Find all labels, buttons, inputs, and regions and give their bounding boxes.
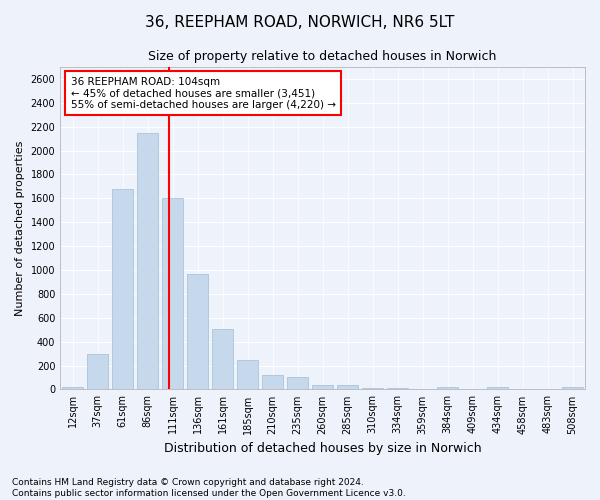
Text: 36, REEPHAM ROAD, NORWICH, NR6 5LT: 36, REEPHAM ROAD, NORWICH, NR6 5LT	[145, 15, 455, 30]
Text: 36 REEPHAM ROAD: 104sqm
← 45% of detached houses are smaller (3,451)
55% of semi: 36 REEPHAM ROAD: 104sqm ← 45% of detache…	[71, 76, 335, 110]
Bar	[387, 388, 408, 390]
Bar	[62, 387, 83, 390]
Bar	[537, 389, 558, 390]
Bar	[287, 378, 308, 390]
Y-axis label: Number of detached properties: Number of detached properties	[15, 140, 25, 316]
Bar	[212, 328, 233, 390]
Bar	[462, 389, 483, 390]
Bar	[487, 387, 508, 390]
Bar	[162, 198, 183, 390]
Bar	[562, 387, 583, 390]
Bar	[362, 388, 383, 390]
Bar	[412, 389, 433, 390]
Bar	[262, 375, 283, 390]
X-axis label: Distribution of detached houses by size in Norwich: Distribution of detached houses by size …	[164, 442, 481, 455]
Bar	[137, 132, 158, 390]
Bar	[237, 360, 258, 390]
Text: Contains HM Land Registry data © Crown copyright and database right 2024.
Contai: Contains HM Land Registry data © Crown c…	[12, 478, 406, 498]
Bar	[187, 274, 208, 390]
Bar	[337, 384, 358, 390]
Bar	[437, 387, 458, 390]
Bar	[112, 189, 133, 390]
Bar	[87, 354, 108, 390]
Title: Size of property relative to detached houses in Norwich: Size of property relative to detached ho…	[148, 50, 497, 63]
Bar	[312, 384, 333, 390]
Bar	[512, 389, 533, 390]
